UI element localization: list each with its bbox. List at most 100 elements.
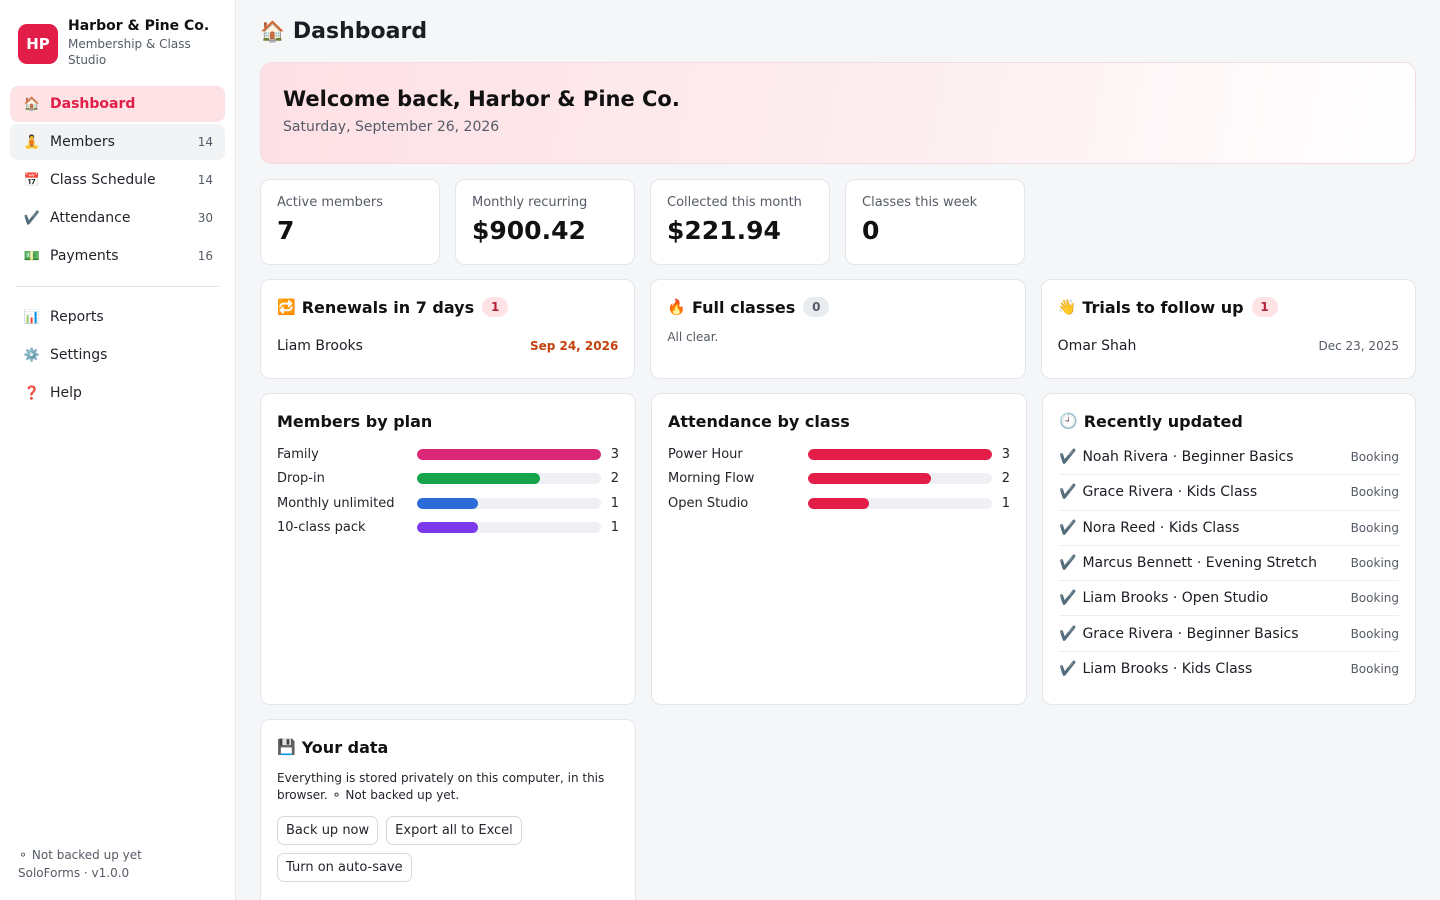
list-item-text-wrap: ✔️ Grace Rivera · Beginner Basics (1059, 626, 1299, 642)
bar-track (417, 522, 601, 534)
count-badge: 0 (803, 297, 830, 317)
list-item-text-wrap: ✔️ Nora Reed · Kids Class (1059, 520, 1239, 536)
sidebar-item-attendance[interactable]: ✔️ Attendance 30 (10, 200, 225, 236)
list-item-text: Nora Reed · Kids Class (1082, 519, 1240, 536)
export-to-excel-button[interactable]: Export all to Excel (386, 816, 522, 845)
list-item-type: Booking (1350, 450, 1399, 465)
trials-card: 👋 Trials to follow up 1 Omar Shah Dec 23… (1040, 279, 1416, 379)
list-item[interactable]: ✔️ Noah Rivera · Beginner Basics Booking (1059, 440, 1399, 476)
trial-date: Dec 23, 2025 (1318, 339, 1399, 353)
stat-value: $900.42 (472, 216, 586, 245)
bar-row: Open Studio 1 (668, 491, 1010, 516)
card-title: Recently updated (1083, 411, 1243, 431)
sidebar-item-help[interactable]: ❓ Help (10, 375, 225, 411)
bar-fill (808, 473, 931, 485)
members-by-plan-bars: Family 3 Drop-in 2 Monthly unlimited 1 10-clas… (277, 442, 619, 540)
list-item-text: Liam Brooks · Kids Class (1082, 661, 1253, 678)
repeat-icon: 🔁 (277, 298, 296, 316)
sidebar-item-class-schedule[interactable]: 📅 Class Schedule 14 (10, 162, 225, 198)
sidebar-item-dashboard[interactable]: 🏠 Dashboard (10, 86, 225, 122)
list-item[interactable]: ✔️ Nora Reed · Kids Class Booking (1059, 511, 1399, 546)
bar-fill (417, 448, 601, 460)
bar-row: 10-class pack 1 (277, 516, 619, 541)
member-name: Omar Shah (1057, 338, 1137, 354)
list-item-text: Liam Brooks · Open Studio (1082, 590, 1269, 607)
bar-value: 1 (610, 495, 619, 511)
attendance-by-class-card: Attendance by class Power Hour 3 Morning F… (651, 393, 1027, 705)
card-title: Your data (301, 737, 389, 757)
bar-value: 2 (610, 471, 619, 487)
bar-value: 2 (1001, 471, 1010, 487)
welcome-date: Saturday, September 26, 2026 (283, 119, 500, 135)
renewals-card: 🔁 Renewals in 7 days 1 Liam Brooks Sep 2… (260, 279, 636, 379)
calendar-icon: 📅 (23, 172, 41, 188)
list-item-text-wrap: ✔️ Grace Rivera · Kids Class (1059, 484, 1257, 500)
list-item[interactable]: ✔️ Grace Rivera · Beginner Basics Booking (1059, 616, 1399, 652)
bar-fill (808, 448, 992, 460)
list-item-text-wrap: ✔️ Liam Brooks · Open Studio (1059, 590, 1268, 606)
stat-active-members: Active members 7 (260, 179, 440, 265)
list-item-text: Noah Rivera · Beginner Basics (1082, 449, 1294, 466)
bar-track (417, 473, 601, 485)
stat-label: Monthly recurring (472, 195, 588, 210)
fire-icon: 🔥 (667, 298, 687, 316)
list-item[interactable]: ✔️ Liam Brooks · Kids Class Booking (1059, 652, 1399, 687)
bar-track (808, 448, 992, 460)
list-item[interactable]: Omar Shah Dec 23, 2025 (1058, 338, 1399, 354)
bar-row: Morning Flow 2 (668, 467, 1010, 492)
list-item-type: Booking (1350, 591, 1399, 606)
sidebar-item-reports[interactable]: 📊 Reports (10, 299, 225, 335)
gear-icon: ⚙️ (23, 347, 41, 363)
list-item-text: Grace Rivera · Beginner Basics (1082, 625, 1299, 642)
app-version: SoloForms · v1.0.0 (18, 866, 130, 880)
card-title: Renewals in 7 days (301, 297, 475, 317)
list-item-text: Grace Rivera · Kids Class (1082, 484, 1258, 501)
stat-monthly-recurring: Monthly recurring $900.42 (455, 179, 635, 265)
bar-label: Open Studio (668, 495, 749, 511)
check-mark-icon: ✔️ (1059, 484, 1077, 501)
list-item[interactable]: Liam Brooks Sep 24, 2026 (277, 338, 618, 354)
sidebar-item-settings[interactable]: ⚙️ Settings (10, 337, 225, 373)
list-item-text-wrap: ✔️ Noah Rivera · Beginner Basics (1059, 449, 1294, 465)
list-item[interactable]: ✔️ Marcus Bennett · Evening Stretch Bookin… (1059, 546, 1399, 582)
list-item-text: Marcus Bennett · Evening Stretch (1082, 555, 1317, 572)
back-up-now-button[interactable]: Back up now (277, 816, 379, 845)
recent-list: ✔️ Noah Rivera · Beginner Basics Booking ✔️… (1059, 440, 1399, 687)
bar-track (417, 448, 601, 460)
list-item[interactable]: ✔️ Liam Brooks · Open Studio Booking (1059, 581, 1399, 617)
sidebar-item-payments[interactable]: 💵 Payments 16 (10, 238, 225, 274)
bar-track (417, 497, 601, 509)
check-mark-icon: ✔️ (1059, 555, 1077, 572)
sidebar-item-count: 14 (197, 135, 213, 149)
page-title-text: Dashboard (292, 18, 428, 44)
auto-save-button[interactable]: Turn on auto-save (277, 853, 412, 882)
card-title: Full classes (692, 297, 796, 317)
bar-label: Family (277, 446, 319, 462)
sidebar-item-label: Help (50, 385, 82, 401)
list-item-text-wrap: ✔️ Marcus Bennett · Evening Stretch (1059, 555, 1317, 571)
brand-logo: HP (18, 24, 58, 64)
alerts-row: 🔁 Renewals in 7 days 1 Liam Brooks Sep 2… (260, 279, 1416, 379)
bar-fill (417, 522, 479, 534)
bar-label: 10-class pack (277, 520, 366, 536)
count-badge: 1 (1251, 297, 1278, 317)
page-title: 🏠 Dashboard (260, 16, 1416, 46)
check-mark-icon: ✔️ (23, 210, 41, 226)
list-item-type: Booking (1350, 520, 1399, 535)
bar-label: Morning Flow (668, 471, 755, 487)
home-icon: 🏠 (260, 19, 285, 43)
bar-value: 1 (1001, 495, 1010, 511)
bar-track (808, 497, 992, 509)
bar-fill (808, 497, 870, 509)
storage-description: Everything is stored privately on this c… (277, 771, 605, 802)
bar-value: 1 (610, 520, 619, 536)
sidebar-item-members[interactable]: 🧘 Members 14 (10, 124, 225, 160)
check-mark-icon: ✔️ (1059, 519, 1077, 536)
floppy-disk-icon: 💾 (277, 738, 296, 756)
list-item[interactable]: ✔️ Grace Rivera · Kids Class Booking (1059, 475, 1399, 511)
main-content: 🏠 Dashboard Welcome back, Harbor & Pine … (236, 0, 1440, 900)
stat-collected-this-month: Collected this month $221.94 (650, 179, 830, 265)
welcome-title: Welcome back, Harbor & Pine Co. (283, 87, 680, 111)
bar-fill (417, 473, 540, 485)
list-item-text-wrap: ✔️ Liam Brooks · Kids Class (1059, 661, 1252, 677)
